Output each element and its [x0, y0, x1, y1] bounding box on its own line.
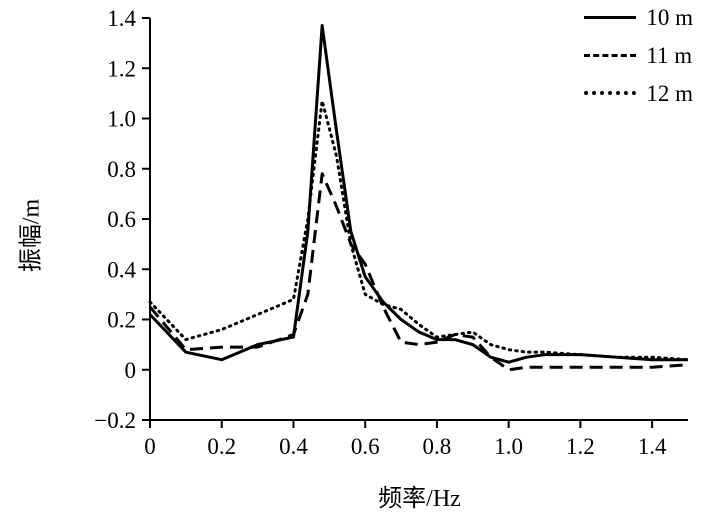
y-tick-label: 1.4 [107, 6, 136, 31]
y-tick-label: 1.2 [107, 56, 136, 81]
dashed-line-icon [584, 53, 637, 57]
y-tick-label: 0.8 [107, 157, 136, 182]
y-tick-label: 1.0 [107, 107, 136, 132]
x-tick-label: 0 [144, 434, 156, 459]
legend-label: 11 m [646, 42, 693, 68]
series-line-solid [148, 24, 688, 364]
series-line-dotted [148, 99, 690, 362]
legend: 10 m 11 m 12 m [584, 4, 693, 106]
y-axis-label: 振幅/m [18, 198, 45, 273]
legend-label: 10 m [646, 4, 693, 30]
x-tick-label: 1.0 [494, 434, 523, 459]
series-line-dashed [148, 172, 689, 372]
x-axis-label: 频率/Hz [378, 486, 461, 512]
x-tick-label: 0.8 [423, 434, 452, 459]
x-tick-label: 1.2 [566, 434, 595, 459]
y-tick-label: 0.2 [107, 308, 136, 333]
solid-line-icon [584, 15, 637, 19]
dotted-line-icon [584, 91, 637, 95]
x-tick-label: 1.4 [638, 434, 667, 459]
legend-item: 10 m [584, 4, 693, 30]
y-tick-label: −0.2 [94, 408, 136, 433]
y-tick-label: 0 [125, 358, 137, 383]
x-tick-label: 0.4 [279, 434, 308, 459]
y-tick-label: 0.4 [107, 257, 136, 282]
x-tick-label: 0.2 [207, 434, 236, 459]
y-tick-label: 0.6 [107, 207, 136, 232]
x-tick-label: 0.6 [351, 434, 380, 459]
legend-label: 12 m [646, 80, 693, 106]
legend-item: 11 m [584, 42, 693, 68]
legend-item: 12 m [584, 80, 693, 106]
